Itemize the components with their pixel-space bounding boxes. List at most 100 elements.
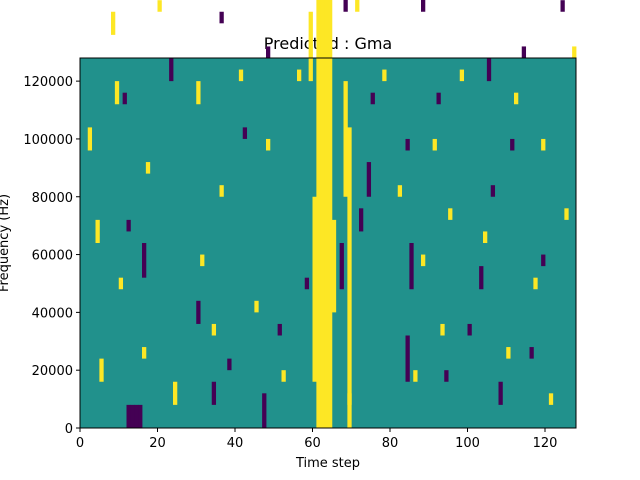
heatmap-cell [227, 358, 232, 371]
plot-frame [79, 57, 577, 429]
heatmap-cell [479, 266, 484, 290]
heatmap-cell [99, 358, 104, 382]
x-axis: 0 20 40 60 80 100 120 [76, 428, 558, 451]
heatmap-cell [529, 347, 534, 359]
heatmap-cell [157, 0, 162, 12]
heatmap-cell [370, 92, 375, 105]
heatmap-cell [142, 243, 147, 278]
heatmap-cell [510, 138, 515, 151]
heatmap-cell [126, 404, 131, 428]
heatmap-cell [211, 323, 217, 336]
heatmap-cell [130, 404, 135, 428]
heatmap-cell [262, 393, 267, 428]
heatmap-cell [331, 219, 337, 313]
heatmap-cell [397, 185, 403, 197]
heatmap-cell [560, 0, 565, 12]
heatmap-cell [242, 127, 248, 139]
heatmap-cell [196, 300, 201, 324]
heatmap-cell [432, 138, 437, 151]
heatmap-cell [219, 185, 224, 197]
heatmap-cell [486, 58, 492, 82]
heatmap-cell [304, 277, 310, 290]
heatmap-cell [347, 393, 352, 428]
y-tick-label: 40000 [32, 306, 73, 321]
heatmap-cell [409, 243, 414, 290]
heatmap-cell [521, 46, 527, 58]
heatmap-cell [308, 11, 313, 82]
x-axis-label: Time step [295, 456, 360, 471]
heatmap-cell [277, 323, 282, 336]
heatmap-cell [324, 0, 329, 428]
heatmap-cell [320, 0, 325, 428]
heatmap-cell [238, 69, 244, 82]
heatmap-cell [541, 138, 546, 151]
heatmap-cell [95, 219, 100, 243]
heatmap-cell [572, 46, 577, 58]
heatmap-cell [343, 0, 348, 12]
heatmap-cell [405, 138, 410, 151]
heatmap-cells [87, 0, 577, 428]
plot-area [79, 0, 577, 429]
heatmap-cell [436, 92, 441, 105]
y-tick-label: 120000 [23, 75, 73, 90]
y-tick-label: 0 [65, 422, 73, 437]
heatmap-cell [196, 81, 201, 105]
heatmap-cell [359, 208, 364, 232]
heatmap-cell [382, 69, 387, 82]
heatmap-cell [281, 370, 286, 382]
heatmap-cell [169, 58, 174, 82]
x-tick-label: 100 [455, 436, 480, 451]
heatmap-cell [118, 277, 124, 290]
y-tick-label: 20000 [32, 364, 73, 379]
heatmap-cell [126, 219, 131, 232]
heatmap-cell [514, 92, 519, 105]
heatmap-cell [122, 92, 127, 105]
heatmap-cell [316, 0, 321, 428]
heatmap-cell [200, 254, 205, 267]
x-tick-label: 60 [304, 436, 321, 451]
heatmap-cell [173, 381, 178, 405]
heatmap-cell [266, 138, 271, 151]
heatmap-cell [444, 370, 449, 382]
heatmap-cell [87, 127, 93, 151]
heatmap-cell [483, 231, 488, 243]
heatmap-cell [343, 81, 348, 197]
heatmap-cell [114, 81, 120, 105]
y-tick-label: 100000 [23, 133, 73, 148]
x-tick-label: 40 [227, 436, 244, 451]
heatmap-cell [211, 381, 217, 405]
heatmap-cell [548, 393, 554, 405]
heatmap-cell [266, 46, 271, 58]
heatmap-cell [142, 347, 147, 359]
heatmap-cell [254, 300, 259, 313]
heatmap-cell [111, 11, 116, 35]
heatmap-cell [339, 243, 344, 290]
heatmap-cell [347, 127, 352, 405]
heatmap-cell [448, 208, 453, 220]
x-tick-label: 80 [382, 436, 399, 451]
heatmap-cell [219, 11, 224, 24]
heatmap-cell [134, 404, 139, 428]
heatmap-cell [533, 277, 538, 290]
heatmap-cell [467, 323, 472, 336]
heatmap-cell [138, 404, 143, 428]
heatmap-cell [490, 185, 496, 197]
x-tick-label: 0 [76, 436, 84, 451]
y-tick-label: 80000 [32, 191, 73, 206]
heatmap-cell [421, 0, 426, 12]
heatmap-cell [564, 208, 569, 220]
y-tick-label: 60000 [32, 249, 73, 264]
heatmap-cell [312, 196, 317, 382]
heatmap-cell [413, 370, 418, 382]
heatmap-cell [328, 0, 333, 428]
heatmap-cell [297, 69, 302, 82]
heatmap-cell [405, 335, 410, 382]
heatmap-cell [440, 323, 445, 336]
x-tick-label: 20 [149, 436, 166, 451]
heatmap-cell [506, 347, 511, 359]
heatmap-cell [355, 0, 360, 12]
x-tick-label: 120 [533, 436, 558, 451]
heatmap-cell [145, 162, 151, 174]
y-axis-label: Frequency (Hz) [0, 194, 12, 292]
